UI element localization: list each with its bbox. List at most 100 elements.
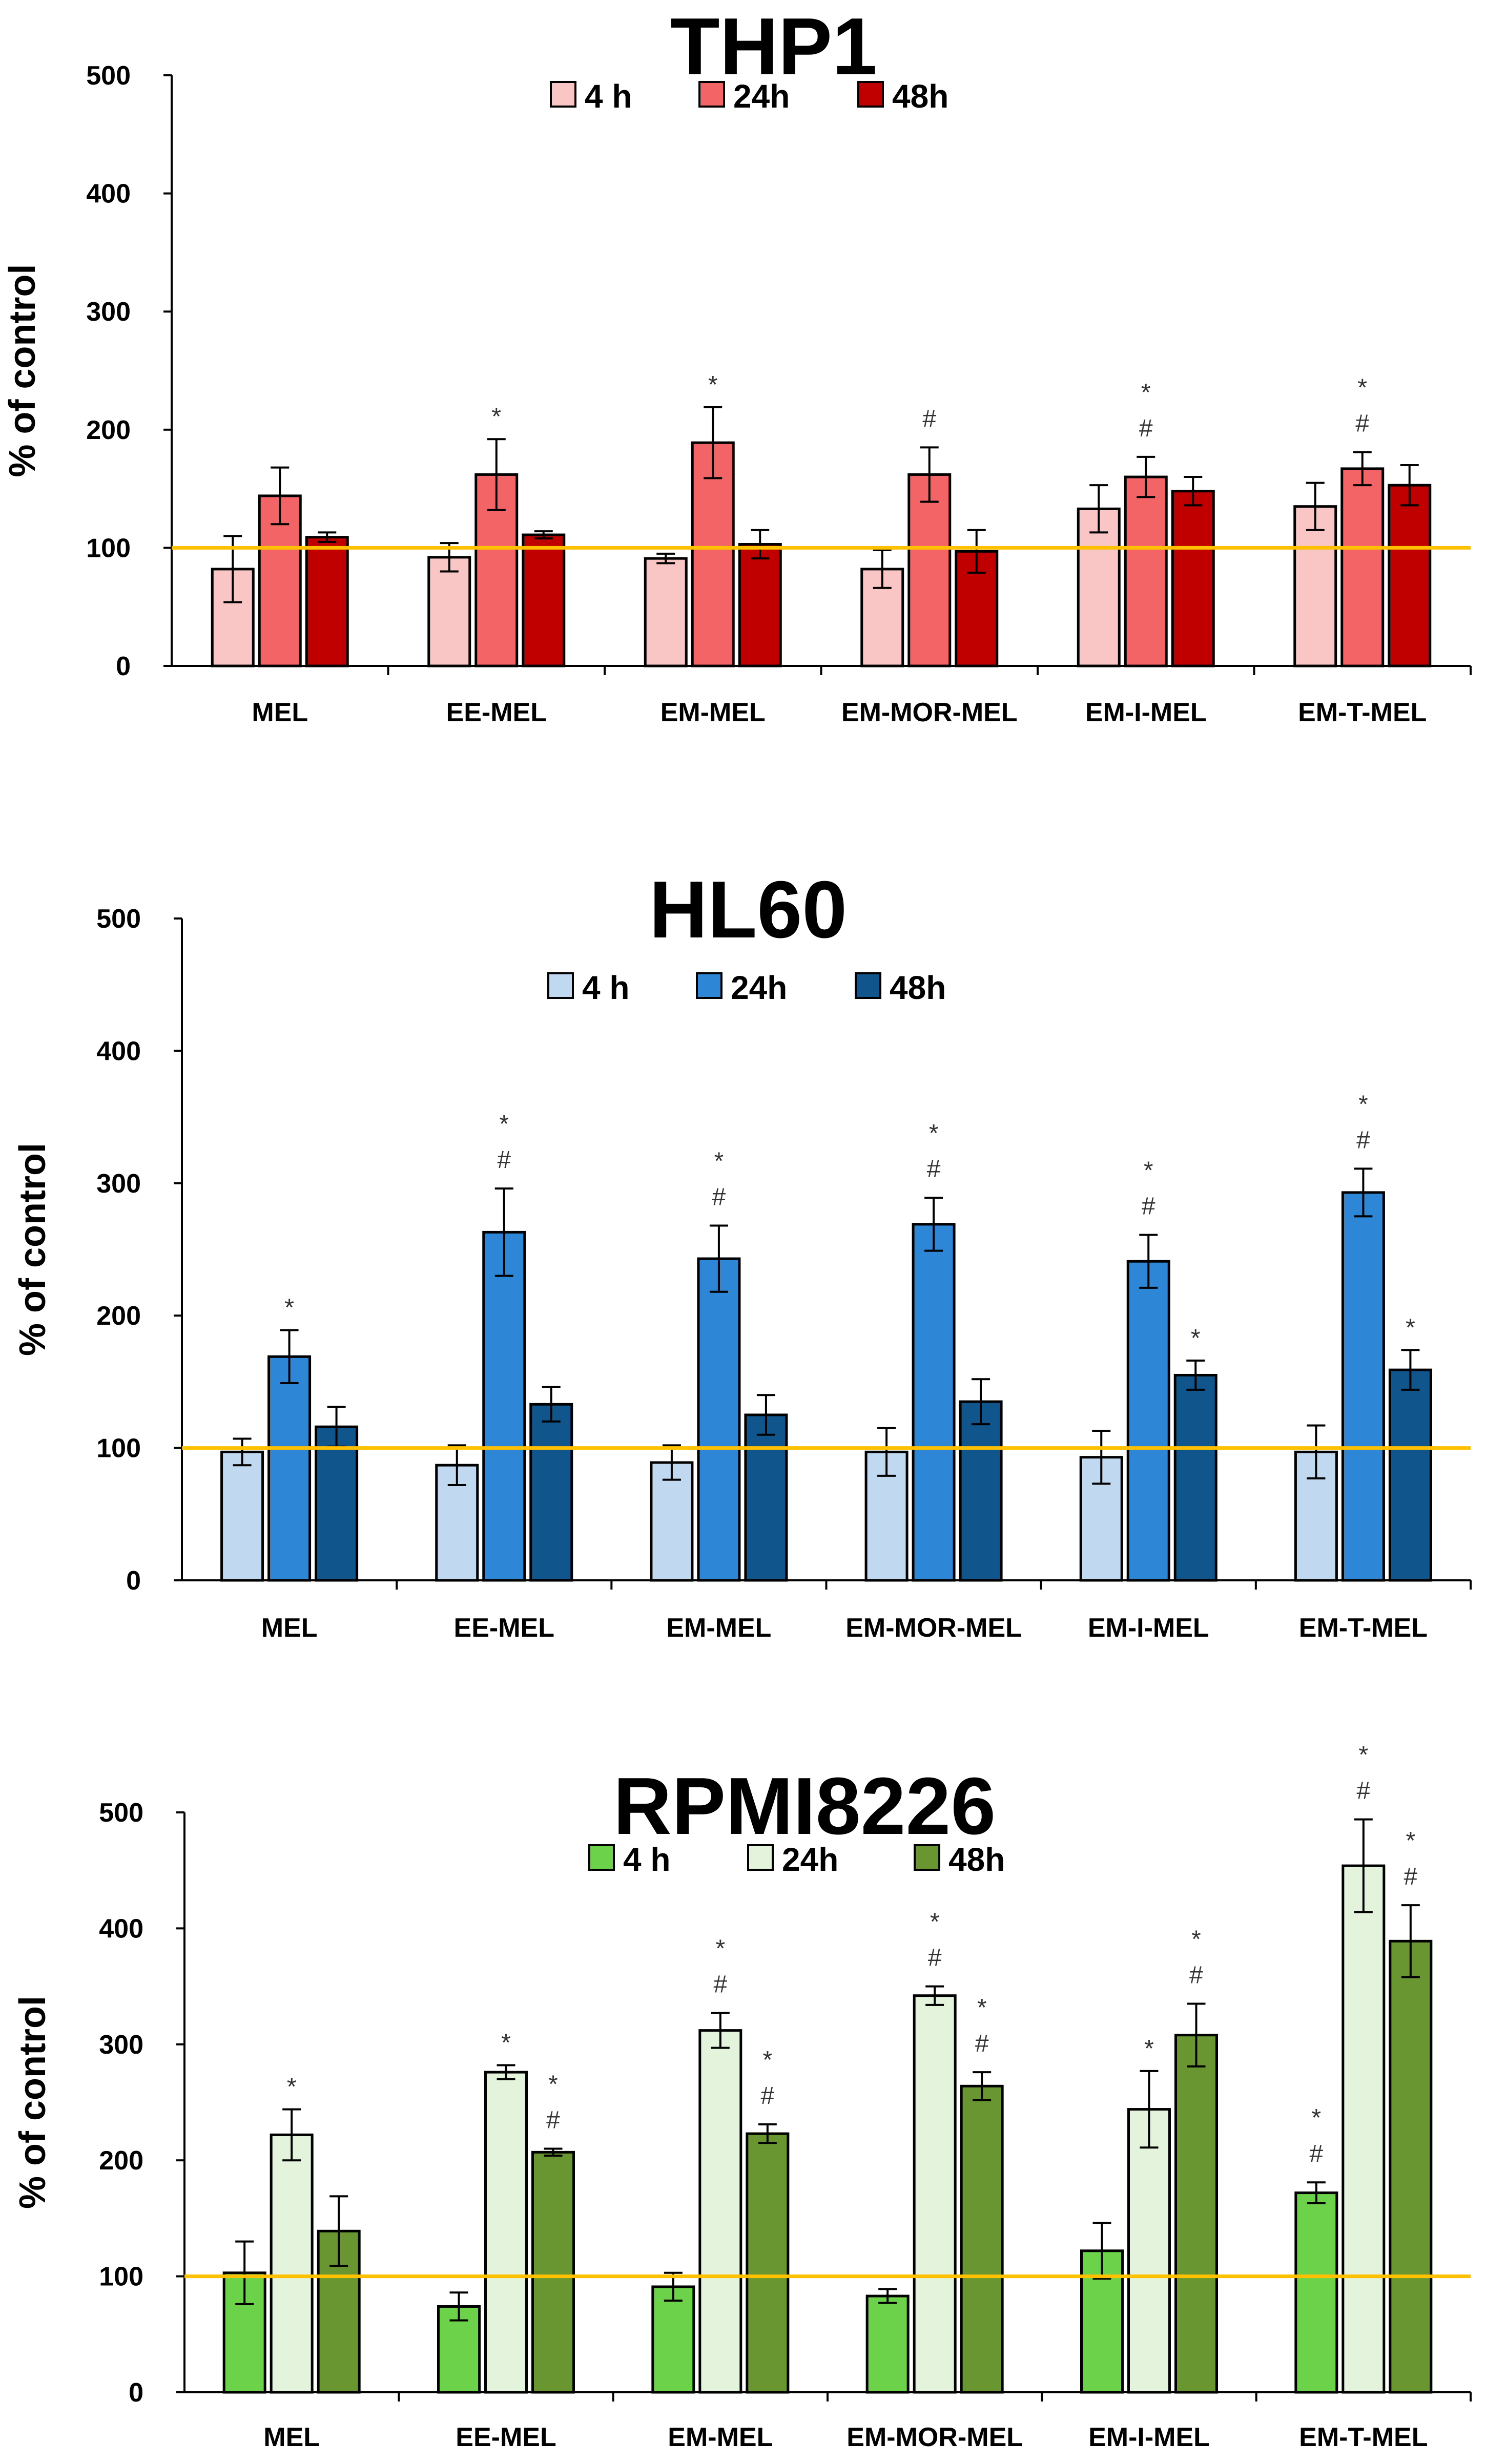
y-tick-label: 0 <box>116 652 131 681</box>
category-label-mel: MEL <box>252 698 308 727</box>
bar-48h-em-mor-mel <box>959 1400 1003 1582</box>
y-tick-label: 300 <box>86 297 131 327</box>
category-label-em-i-mel: EM-I-MEL <box>1085 698 1207 727</box>
category-label-em-mor-mel: EM-MOR-MEL <box>841 698 1018 727</box>
legend-swatch-4-h <box>588 1844 615 1871</box>
bar-48h-ee-mel <box>529 1403 573 1582</box>
significance-asterisk: * <box>715 1935 725 1962</box>
significance-hash: # <box>1309 2140 1323 2167</box>
significance-hash: # <box>927 1156 941 1183</box>
y-tick-label: 500 <box>96 904 141 934</box>
bar-48h-em-mor-mel <box>960 2084 1004 2394</box>
y-tick-label: 500 <box>99 1798 143 1828</box>
category-label-em-mel: EM-MEL <box>661 698 766 727</box>
bar-4-h-mel <box>220 1450 264 1582</box>
category-label-em-i-mel: EM-I-MEL <box>1088 1613 1209 1643</box>
bar-24h-em-mel <box>698 2029 742 2394</box>
chart-panel-rpmi8226: RPMI8226 % of control 0 100 200 300 400 500 MEL *… <box>12 1742 1472 2452</box>
y-tick-label: 400 <box>86 179 131 209</box>
significance-asterisk: * <box>1144 2035 1154 2062</box>
significance-asterisk: * <box>1406 1314 1415 1341</box>
significance-asterisk: * <box>491 403 501 430</box>
significance-hash: # <box>928 1945 942 1972</box>
category-label-ee-mel: EE-MEL <box>446 698 547 727</box>
y-axis-title: % of control <box>12 1143 53 1356</box>
bar-24h-em-t-mel <box>1340 467 1385 667</box>
significance-asterisk: * <box>287 2074 297 2101</box>
y-tick-label: 400 <box>99 1914 143 1944</box>
y-tick-label: 100 <box>99 2262 143 2292</box>
significance-asterisk: * <box>1406 1827 1415 1854</box>
legend-label-48h: 48h <box>948 1841 1005 1878</box>
bar-4-h-em-t-mel <box>1294 2191 1338 2394</box>
bar-24h-em-i-mel <box>1127 2108 1171 2394</box>
legend-swatch-24h <box>696 972 723 999</box>
bar-4-h-em-mel <box>651 2285 695 2394</box>
legend-label-48h: 48h <box>892 78 948 115</box>
legend-swatch-48h <box>857 81 884 108</box>
significance-asterisk: * <box>1144 1157 1153 1184</box>
significance-hash: # <box>1404 1863 1417 1890</box>
y-axis-title: % of control <box>2 264 43 477</box>
significance-asterisk: * <box>1358 1742 1368 1769</box>
significance-asterisk: * <box>708 371 718 399</box>
bar-24h-em-i-mel <box>1126 1260 1170 1582</box>
significance-hash: # <box>497 1146 511 1174</box>
significance-hash: # <box>712 1183 726 1210</box>
bar-24h-mel <box>270 2133 314 2394</box>
significance-asterisk: * <box>499 1111 509 1138</box>
legend-swatch-24h <box>747 1844 774 1871</box>
significance-hash: # <box>975 2030 989 2057</box>
bar-48h-em-mel <box>738 542 782 667</box>
significance-hash: # <box>1356 1778 1370 1805</box>
significance-hash: # <box>1142 1193 1155 1220</box>
category-label-mel: MEL <box>263 2423 320 2452</box>
legend-label-24h: 24h <box>782 1841 838 1878</box>
chart-panel-hl60: HL60 % of control 0 100 200 300 400 500 MEL * EE-M… <box>12 865 1472 1643</box>
legend-label-4-h: 4 h <box>582 969 629 1006</box>
significance-asterisk: * <box>284 1294 294 1322</box>
y-tick-label: 300 <box>99 2030 143 2060</box>
y-tick-label: 100 <box>86 533 131 563</box>
y-tick-label: 0 <box>126 1566 141 1596</box>
y-tick-label: 200 <box>86 415 131 445</box>
legend-swatch-4-h <box>547 972 574 999</box>
y-tick-label: 400 <box>96 1036 141 1066</box>
significance-hash: # <box>1189 1962 1203 1989</box>
bar-24h-em-t-mel <box>1341 1191 1385 1582</box>
significance-asterisk: * <box>1141 379 1151 406</box>
bar-24h-ee-mel <box>482 1230 526 1582</box>
bar-24h-em-mor-mel <box>912 1223 956 1582</box>
chart-panel-thp1: THP1 % of control 0 100 200 300 400 500 MEL EE-ME… <box>2 2 1472 727</box>
y-tick-label: 100 <box>96 1434 141 1464</box>
significance-asterisk: * <box>930 1909 940 1936</box>
significance-asterisk: * <box>1191 1325 1201 1352</box>
category-label-ee-mel: EE-MEL <box>454 1613 554 1643</box>
category-label-mel: MEL <box>261 1613 318 1643</box>
significance-hash: # <box>546 2107 560 2134</box>
category-label-em-mor-mel: EM-MOR-MEL <box>845 1613 1022 1643</box>
bar-24h-ee-mel <box>484 2071 528 2394</box>
bar-48h-em-mel <box>746 2132 790 2394</box>
significance-hash: # <box>1139 415 1153 442</box>
y-tick-label: 500 <box>86 61 131 91</box>
legend-swatch-48h <box>914 1844 940 1871</box>
bar-4-h-em-i-mel <box>1077 507 1121 667</box>
bar-48h-em-t-mel <box>1388 484 1432 667</box>
significance-asterisk: * <box>714 1147 724 1175</box>
category-label-em-t-mel: EM-T-MEL <box>1299 1613 1428 1643</box>
category-label-em-t-mel: EM-T-MEL <box>1298 698 1427 727</box>
bar-4-h-em-mel <box>644 557 688 667</box>
significance-hash: # <box>922 405 936 432</box>
y-axis-title: % of control <box>12 1996 53 2209</box>
chart-title: RPMI8226 <box>613 1761 996 1851</box>
category-label-em-i-mel: EM-I-MEL <box>1088 2423 1210 2452</box>
bar-48h-em-i-mel <box>1173 1373 1217 1582</box>
bar-48h-mel <box>315 1425 359 1582</box>
significance-hash: # <box>713 1971 727 1998</box>
legend-swatch-4-h <box>550 81 576 108</box>
chart-title: THP1 <box>670 2 877 92</box>
bar-24h-em-mel <box>691 441 735 667</box>
category-label-em-mor-mel: EM-MOR-MEL <box>847 2423 1023 2452</box>
